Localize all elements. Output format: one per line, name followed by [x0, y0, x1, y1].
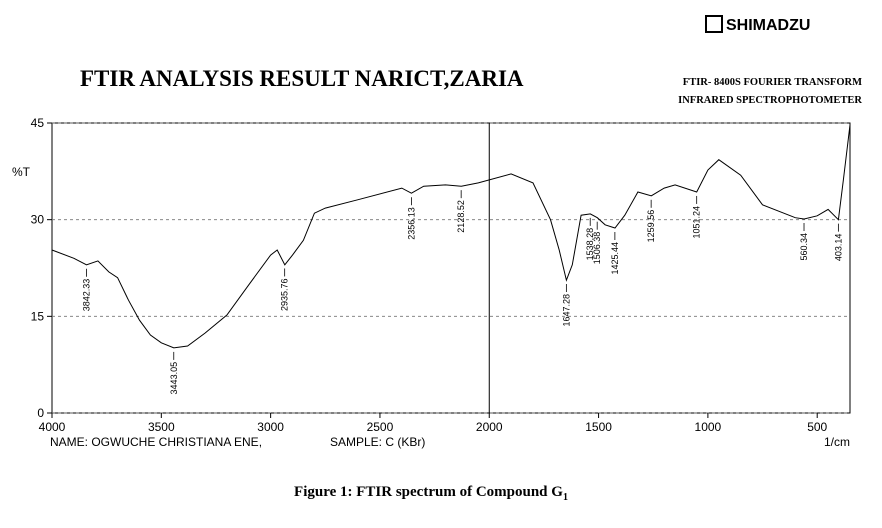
peak-label: 3443.05 [169, 362, 179, 395]
x-axis-label: 1/cm [824, 435, 850, 449]
peak-label: 2935.76 [280, 278, 290, 311]
y-tick-label: 30 [31, 213, 45, 227]
peak-label: 1538.28 [585, 228, 595, 261]
brand: SHIMADZU [726, 17, 810, 34]
footer-sample: SAMPLE: C (KBr) [330, 435, 425, 449]
y-axis-label: %T [12, 165, 31, 179]
peak-label: 1051.24 [692, 206, 702, 239]
x-tick-label: 2500 [367, 420, 394, 434]
spectrum-line [51, 124, 851, 349]
x-tick-label: 1500 [585, 420, 612, 434]
y-tick-label: 45 [31, 116, 45, 130]
peak-label: 560.34 [799, 233, 809, 261]
x-tick-label: 4000 [39, 420, 66, 434]
x-tick-label: 1000 [695, 420, 722, 434]
chart-title: FTIR ANALYSIS RESULT NARICT,ZARIA [80, 66, 524, 91]
peak-label: 2128.52 [456, 200, 466, 233]
subtitle: FTIR- 8400S FOURIER TRANSFORM [683, 77, 862, 88]
caption-text: Figure 1: FTIR spectrum of Compound G [294, 484, 563, 500]
subtitle: INFRARED SPECTROPHOTOMETER [678, 95, 862, 106]
x-tick-label: 3500 [148, 420, 175, 434]
peak-label: 1647.28 [561, 294, 571, 327]
caption-subscript: 1 [563, 492, 568, 503]
peak-label: 2356.13 [406, 207, 416, 240]
footer-name: NAME: OGWUCHE CHRISTIANA ENE, [50, 435, 262, 449]
caption: Figure 1: FTIR spectrum of Compound G1 [294, 484, 568, 503]
peak-label: 403.14 [833, 234, 843, 262]
x-tick-label: 2000 [476, 420, 503, 434]
x-tick-label: 500 [807, 420, 827, 434]
peak-label: 1506.38 [592, 232, 602, 265]
y-tick-label: 0 [37, 406, 44, 420]
x-tick-label: 3000 [257, 420, 284, 434]
peak-label: 1259.56 [646, 210, 656, 243]
peak-label: 1425.44 [610, 242, 620, 275]
logo-icon [705, 15, 723, 33]
peak-label: 3842.33 [81, 279, 91, 312]
y-tick-label: 15 [31, 309, 45, 323]
